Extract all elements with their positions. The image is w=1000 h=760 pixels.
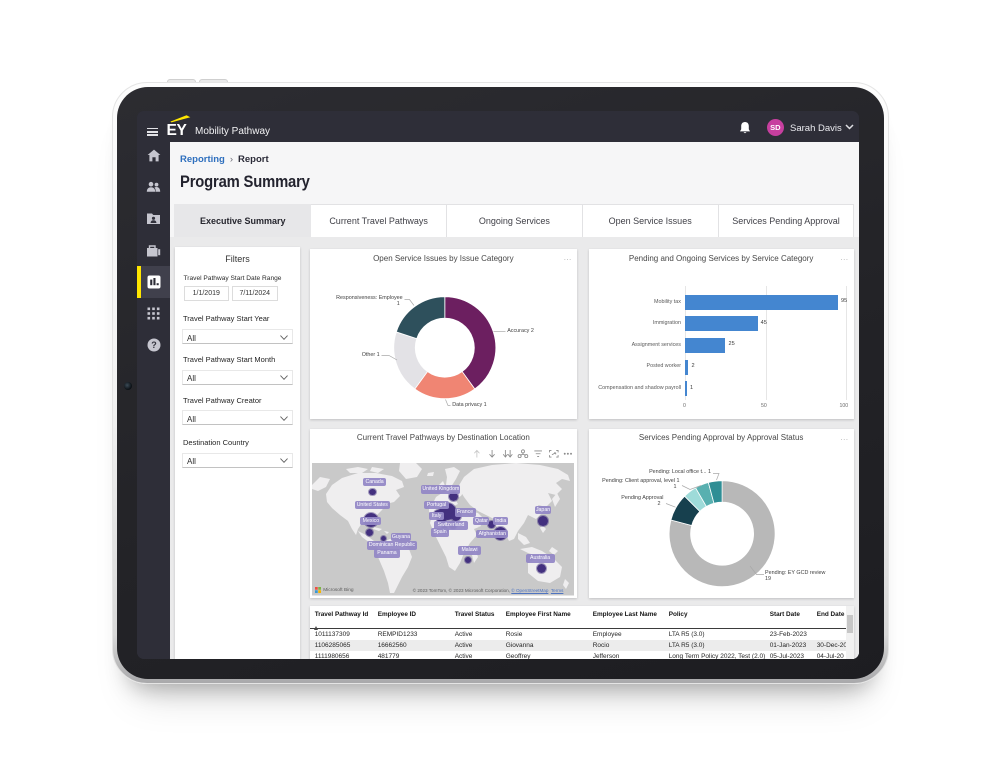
svg-text:?: ? [151,340,157,350]
